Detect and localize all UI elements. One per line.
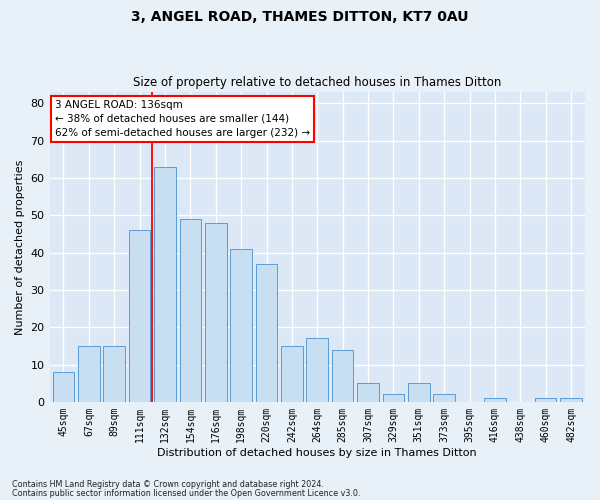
Text: Contains HM Land Registry data © Crown copyright and database right 2024.: Contains HM Land Registry data © Crown c… — [12, 480, 324, 489]
Bar — [332, 350, 353, 402]
Y-axis label: Number of detached properties: Number of detached properties — [15, 160, 25, 334]
Text: 3, ANGEL ROAD, THAMES DITTON, KT7 0AU: 3, ANGEL ROAD, THAMES DITTON, KT7 0AU — [131, 10, 469, 24]
Text: Contains public sector information licensed under the Open Government Licence v3: Contains public sector information licen… — [12, 488, 361, 498]
Bar — [230, 249, 252, 402]
Bar — [179, 219, 201, 402]
Bar — [103, 346, 125, 402]
Bar — [560, 398, 582, 402]
Bar — [78, 346, 100, 402]
Bar — [383, 394, 404, 402]
Bar — [281, 346, 302, 402]
Bar — [484, 398, 506, 402]
X-axis label: Distribution of detached houses by size in Thames Ditton: Distribution of detached houses by size … — [157, 448, 477, 458]
Text: 3 ANGEL ROAD: 136sqm
← 38% of detached houses are smaller (144)
62% of semi-deta: 3 ANGEL ROAD: 136sqm ← 38% of detached h… — [55, 100, 310, 138]
Bar — [154, 166, 176, 402]
Title: Size of property relative to detached houses in Thames Ditton: Size of property relative to detached ho… — [133, 76, 502, 90]
Bar — [256, 264, 277, 402]
Bar — [433, 394, 455, 402]
Bar — [205, 222, 227, 402]
Bar — [53, 372, 74, 402]
Bar — [307, 338, 328, 402]
Bar — [408, 383, 430, 402]
Bar — [535, 398, 556, 402]
Bar — [357, 383, 379, 402]
Bar — [129, 230, 151, 402]
